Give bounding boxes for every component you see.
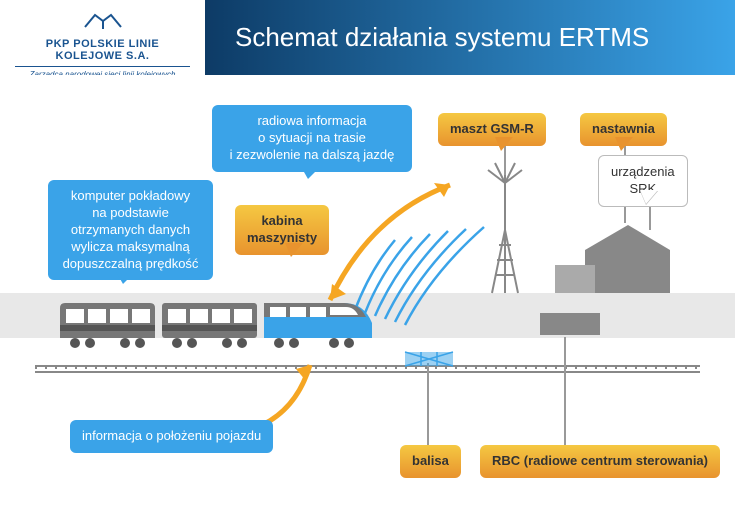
tower-icon <box>488 160 522 293</box>
bubble-balisa: balisa <box>400 445 461 478</box>
logo-area: PKP POLSKIE LINIE KOLEJOWE S.A. Zarządca… <box>0 0 205 75</box>
bubble-kabina: kabina maszynisty <box>235 205 329 255</box>
header: PKP POLSKIE LINIE KOLEJOWE S.A. Zarządca… <box>0 0 735 75</box>
bubble-polozenie: informacja o położeniu pojazdu <box>70 420 273 453</box>
bubble-mast: maszt GSM-R <box>438 113 546 146</box>
company-name: PKP POLSKIE LINIE KOLEJOWE S.A. <box>15 38 190 62</box>
bubble-kabina-tail <box>285 243 303 257</box>
logo-icon <box>15 10 190 38</box>
rbc-box-icon <box>540 313 600 335</box>
building-icon <box>555 225 670 293</box>
bubble-radio-info: radiowa informacja o sytuacji na trasie … <box>212 105 412 172</box>
bubble-rbc: RBC (radiowe centrum sterowania) <box>480 445 720 478</box>
bubble-mast-tail <box>495 137 513 151</box>
bubble-radio-info-tail <box>300 165 322 179</box>
train-icon <box>60 303 372 348</box>
bubble-srk-tail <box>640 190 658 204</box>
bubble-komputer-tail <box>115 270 137 284</box>
bubble-komputer: komputer pokładowy na podstawie otrzyman… <box>48 180 213 280</box>
diagram-area: radiowa informacja o sytuacji na trasie … <box>0 75 735 517</box>
title-bar: Schemat działania systemu ERTMS <box>205 0 735 75</box>
page-title: Schemat działania systemu ERTMS <box>235 22 649 53</box>
bubble-nastawnia-tail <box>615 137 633 151</box>
radio-waves-icon <box>355 227 484 325</box>
